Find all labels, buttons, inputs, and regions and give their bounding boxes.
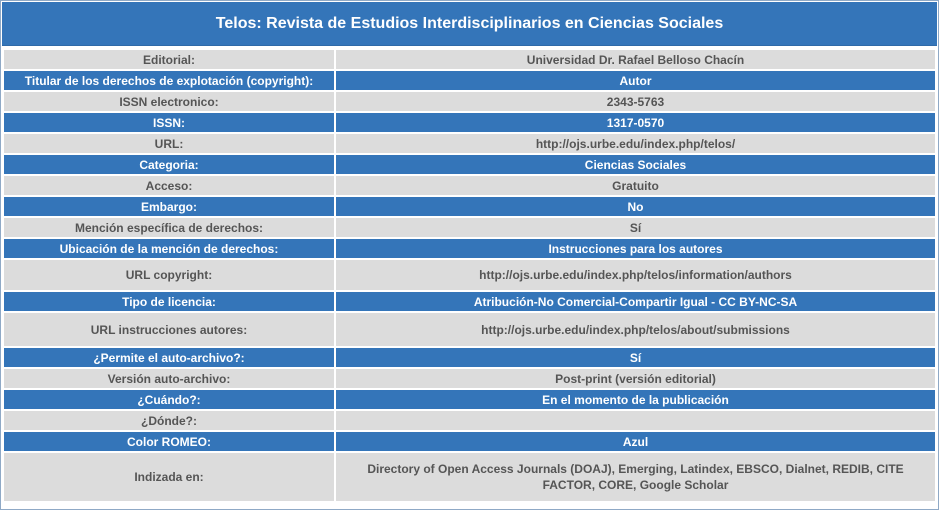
row-value: Autor — [336, 71, 935, 90]
row-label: URL copyright: — [4, 260, 334, 290]
row-label: URL: — [4, 134, 334, 153]
table-row-url-copyright: URL copyright: http://ojs.urbe.edu/index… — [4, 260, 935, 290]
row-value — [336, 411, 935, 430]
table-row-url-instrucciones: URL instrucciones autores: http://ojs.ur… — [4, 313, 935, 346]
table-row-ubicacion-mencion: Ubicación de la mención de derechos: Ins… — [4, 239, 935, 258]
row-value: En el momento de la publicación — [336, 390, 935, 409]
row-label: ¿Dónde?: — [4, 411, 334, 430]
row-value: Gratuito — [336, 176, 935, 195]
table-row-embargo: Embargo: No — [4, 197, 935, 216]
row-label: Categoria: — [4, 155, 334, 174]
table-row-version-auto-archivo: Versión auto-archivo: Post-print (versió… — [4, 369, 935, 388]
table-row-tipo-licencia: Tipo de licencia: Atribución-No Comercia… — [4, 292, 935, 311]
row-label: URL instrucciones autores: — [4, 313, 334, 346]
row-label: Color ROMEO: — [4, 432, 334, 451]
table-row-color-romeo: Color ROMEO: Azul — [4, 432, 935, 451]
row-value: Sí — [336, 218, 935, 237]
row-label: ISSN: — [4, 113, 334, 132]
row-label: ¿Permite el auto-archivo?: — [4, 348, 334, 367]
table-row-indizada: Indizada en: Directory of Open Access Jo… — [4, 453, 935, 501]
table-row-acceso: Acceso: Gratuito — [4, 176, 935, 195]
row-value: 2343-5763 — [336, 92, 935, 111]
row-label: Acceso: — [4, 176, 334, 195]
row-value: http://ojs.urbe.edu/index.php/telos/abou… — [336, 313, 935, 346]
row-label: Versión auto-archivo: — [4, 369, 334, 388]
row-label: ISSN electronico: — [4, 92, 334, 111]
row-label: ¿Cuándo?: — [4, 390, 334, 409]
journal-info-table: Editorial: Universidad Dr. Rafael Bellos… — [2, 48, 937, 503]
table-row-issn: ISSN: 1317-0570 — [4, 113, 935, 132]
row-label: Editorial: — [4, 50, 334, 69]
row-value: Universidad Dr. Rafael Belloso Chacín — [336, 50, 935, 69]
row-label: Ubicación de la mención de derechos: — [4, 239, 334, 258]
row-value: Directory of Open Access Journals (DOAJ)… — [336, 453, 935, 501]
row-value: 1317-0570 — [336, 113, 935, 132]
row-value: http://ojs.urbe.edu/index.php/telos/ — [336, 134, 935, 153]
table-row-mencion-derechos: Mención específica de derechos: Sí — [4, 218, 935, 237]
table-row-categoria: Categoria: Ciencias Sociales — [4, 155, 935, 174]
row-label: Tipo de licencia: — [4, 292, 334, 311]
row-value: Ciencias Sociales — [336, 155, 935, 174]
table-row-copyright: Titular de los derechos de explotación (… — [4, 71, 935, 90]
table-row-issn-electronico: ISSN electronico: 2343-5763 — [4, 92, 935, 111]
row-value: Atribución-No Comercial-Compartir Igual … — [336, 292, 935, 311]
table-row-cuando: ¿Cuándo?: En el momento de la publicació… — [4, 390, 935, 409]
page-title: Telos: Revista de Estudios Interdiscipli… — [2, 2, 937, 46]
table-row-donde: ¿Dónde?: — [4, 411, 935, 430]
table-row-auto-archivo: ¿Permite el auto-archivo?: Sí — [4, 348, 935, 367]
table-row-editorial: Editorial: Universidad Dr. Rafael Bellos… — [4, 50, 935, 69]
row-label: Indizada en: — [4, 453, 334, 501]
row-value: Sí — [336, 348, 935, 367]
table-row-url: URL: http://ojs.urbe.edu/index.php/telos… — [4, 134, 935, 153]
row-label: Mención específica de derechos: — [4, 218, 334, 237]
row-value: No — [336, 197, 935, 216]
row-value: http://ojs.urbe.edu/index.php/telos/info… — [336, 260, 935, 290]
row-label: Embargo: — [4, 197, 334, 216]
row-value: Post-print (versión editorial) — [336, 369, 935, 388]
row-value: Azul — [336, 432, 935, 451]
row-label: Titular de los derechos de explotación (… — [4, 71, 334, 90]
row-value: Instrucciones para los autores — [336, 239, 935, 258]
